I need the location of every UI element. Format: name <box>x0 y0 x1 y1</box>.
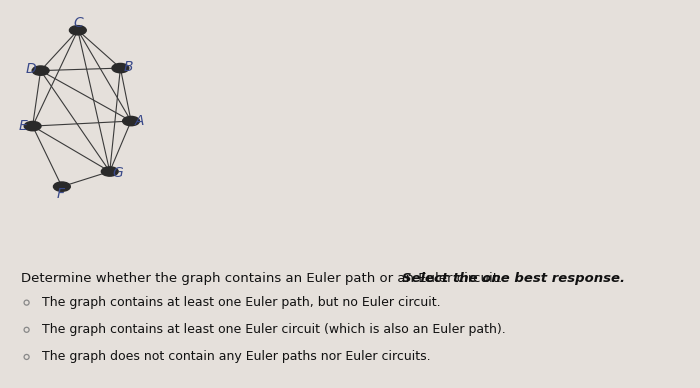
Text: A: A <box>134 114 144 128</box>
Circle shape <box>112 63 129 73</box>
Text: The graph contains at least one Euler path, but no Euler circuit.: The graph contains at least one Euler pa… <box>42 296 440 309</box>
Text: D: D <box>26 62 36 76</box>
Text: E: E <box>18 119 27 133</box>
Circle shape <box>102 167 118 176</box>
Circle shape <box>69 26 86 35</box>
Text: G: G <box>113 166 123 180</box>
Text: B: B <box>124 60 133 74</box>
Circle shape <box>32 66 49 75</box>
Text: C: C <box>73 16 83 30</box>
Text: Select the one best response.: Select the one best response. <box>402 272 625 285</box>
Text: The graph does not contain any Euler paths nor Euler circuits.: The graph does not contain any Euler pat… <box>42 350 430 364</box>
Circle shape <box>122 116 139 126</box>
Text: The graph contains at least one Euler circuit (which is also an Euler path).: The graph contains at least one Euler ci… <box>42 323 505 336</box>
Circle shape <box>25 121 41 131</box>
Circle shape <box>53 182 70 191</box>
Text: F: F <box>57 187 64 201</box>
Text: Determine whether the graph contains an Euler path or an Euler circuit.: Determine whether the graph contains an … <box>21 272 510 285</box>
